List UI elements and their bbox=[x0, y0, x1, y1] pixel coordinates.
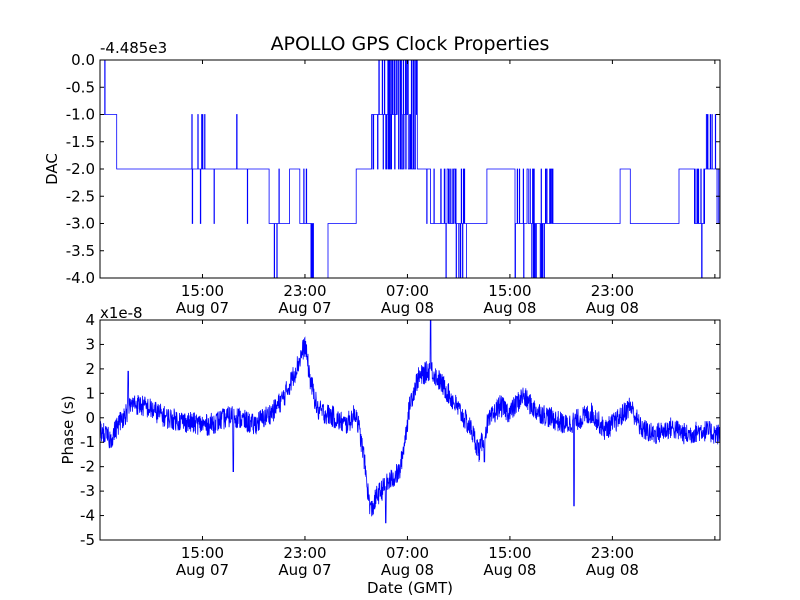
x-tick-label-date: Aug 07 bbox=[278, 561, 331, 579]
y-tick-label: -1.5 bbox=[66, 133, 95, 151]
x-tick-label-time: 15:00 bbox=[181, 282, 224, 300]
y-tick-label: 2 bbox=[85, 360, 95, 378]
x-axis-label: Date (GMT) bbox=[367, 579, 453, 597]
y-tick-label: -3 bbox=[80, 482, 95, 500]
y-tick-label: 3 bbox=[85, 335, 95, 353]
y-tick-label: -3.5 bbox=[66, 242, 95, 260]
y-tick-label: 4 bbox=[85, 311, 95, 329]
x-tick-label-date: Aug 08 bbox=[586, 561, 639, 579]
x-tick-label-date: Aug 08 bbox=[483, 299, 536, 317]
y-tick-label: -2.5 bbox=[66, 187, 95, 205]
dac-panel: 0.0 -0.5 -1.0 -1.5 -2.0 -2.5 -3.0 -3.5 -4.0 15:00… bbox=[43, 39, 721, 317]
x-tick-label-date: Aug 08 bbox=[381, 561, 434, 579]
y-tick-label: -1 bbox=[80, 433, 95, 451]
phase-axes-frame bbox=[99, 319, 721, 541]
dac-y-axis-label: DAC bbox=[43, 153, 61, 185]
y-tick-label: -3.0 bbox=[66, 215, 95, 233]
x-tick-label-time: 15:00 bbox=[488, 282, 531, 300]
y-tick-label: -1.0 bbox=[66, 106, 95, 124]
x-tick-label-date: Aug 08 bbox=[586, 299, 639, 317]
dac-series-line bbox=[100, 59, 721, 279]
y-tick-label: 0.0 bbox=[71, 51, 95, 69]
x-tick-label-date: Aug 07 bbox=[176, 299, 229, 317]
dac-ticks: 0.0 -0.5 -1.0 -1.5 -2.0 -2.5 -3.0 -3.5 -4.0 15:00… bbox=[66, 51, 720, 317]
y-tick-label: 1 bbox=[85, 384, 95, 402]
chart-title: APOLLO GPS Clock Properties bbox=[271, 33, 550, 55]
x-tick-label-time: 23:00 bbox=[591, 544, 634, 562]
y-tick-label: -4 bbox=[80, 507, 95, 525]
y-tick-label: -0.5 bbox=[66, 78, 95, 96]
dac-offset-text: -4.485e3 bbox=[100, 39, 167, 57]
x-tick-label-time: 23:00 bbox=[283, 544, 326, 562]
x-tick-label-time: 15:00 bbox=[181, 544, 224, 562]
y-tick-label: -2.0 bbox=[66, 160, 95, 178]
x-tick-label-date: Aug 07 bbox=[176, 561, 229, 579]
x-tick-label-time: 23:00 bbox=[283, 282, 326, 300]
x-tick-label-time: 07:00 bbox=[386, 282, 429, 300]
x-tick-label-date: Aug 08 bbox=[381, 299, 434, 317]
x-tick-label-time: 07:00 bbox=[386, 544, 429, 562]
phase-y-axis-label: Phase (s) bbox=[59, 395, 77, 464]
phase-offset-text: x1e-8 bbox=[100, 304, 143, 322]
x-tick-label-time: 23:00 bbox=[591, 282, 634, 300]
y-tick-label: -2 bbox=[80, 458, 95, 476]
x-tick-label-date: Aug 08 bbox=[483, 561, 536, 579]
x-tick-label-time: 15:00 bbox=[488, 544, 531, 562]
y-tick-label: -5 bbox=[80, 531, 95, 549]
y-tick-label: -4.0 bbox=[66, 269, 95, 287]
y-tick-label: 0 bbox=[85, 409, 95, 427]
x-tick-label-date: Aug 07 bbox=[278, 299, 331, 317]
phase-series-line bbox=[99, 319, 721, 524]
